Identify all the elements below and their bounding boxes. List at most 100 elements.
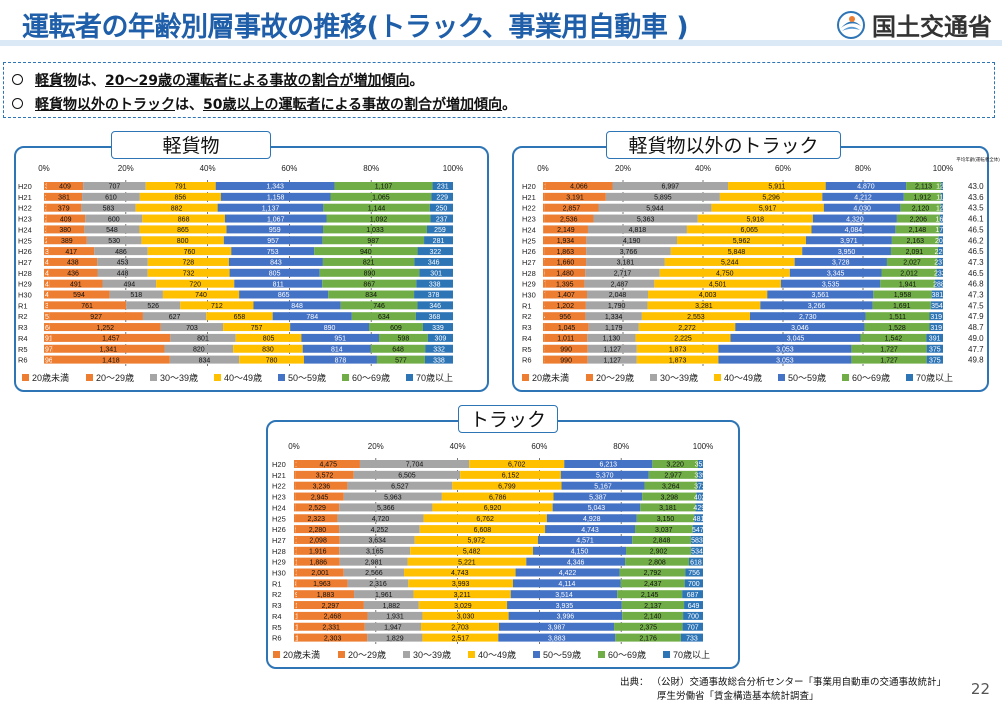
category-label: H29: [522, 280, 536, 289]
avg-age-value: 46.2: [968, 236, 984, 245]
data-label: 4,346: [567, 559, 585, 566]
bar-segment: [81, 203, 136, 212]
data-label: 4,150: [571, 549, 589, 556]
category-label: R2: [522, 312, 532, 321]
data-label: 402: [694, 494, 706, 501]
bar-segment: [626, 546, 692, 555]
data-label: 687: [687, 592, 699, 599]
data-label: 598: [398, 336, 410, 343]
bar-segment: [543, 290, 546, 299]
legend-swatch: [714, 374, 721, 381]
bar-segment: [339, 557, 408, 566]
data-label: 4,870: [857, 184, 875, 191]
data-label: 1,144: [368, 205, 386, 212]
bar-segment: [378, 333, 428, 342]
data-label: 820: [193, 346, 205, 353]
bar-segment: [224, 214, 327, 223]
bar-segment: [937, 247, 943, 256]
bar-segment: [860, 333, 927, 342]
bar-segment: [544, 301, 586, 310]
bar-segment: [929, 323, 943, 332]
data-label: 429: [693, 505, 705, 512]
category-label: H30: [522, 291, 536, 300]
category-label: H30: [18, 291, 32, 300]
bar-segment: [44, 257, 49, 266]
data-label: 5,848: [728, 249, 746, 256]
data-label: 3,572: [316, 473, 334, 480]
bar-segment: [864, 323, 930, 332]
bar-segment: [234, 279, 323, 288]
data-label: 417: [65, 249, 77, 256]
bar-segment: [718, 344, 852, 353]
bar-segment: [367, 633, 423, 642]
data-label: 1,137: [262, 205, 280, 212]
data-label: 1,790: [608, 303, 626, 310]
bar-segment: [44, 247, 49, 256]
data-label: 3,165: [366, 549, 384, 556]
avg-age-value: 46.5: [968, 247, 984, 256]
page-title: 運転者の年齢別層事故の推移(トラック、事業用自動車 ): [22, 12, 689, 43]
bar-segment: [354, 590, 414, 599]
data-label: 3,030: [457, 614, 475, 621]
bar-segment: [364, 622, 422, 631]
bar-segment: [295, 470, 354, 479]
bar-segment: [760, 301, 873, 310]
data-label: 409: [60, 216, 72, 223]
data-label: 990: [560, 357, 572, 364]
data-label: 1,958: [894, 292, 912, 299]
data-label: 3,150: [657, 516, 675, 523]
page-number: 22: [970, 680, 990, 698]
bar-segment: [498, 633, 616, 642]
data-label: 1,542: [885, 336, 903, 343]
category-label: H20: [18, 182, 32, 191]
bar-segment: [339, 546, 411, 555]
bar-segment: [170, 333, 236, 342]
bar-segment: [695, 503, 703, 512]
bar-segment: [654, 279, 781, 288]
data-label: 1,457: [102, 336, 120, 343]
data-label: 634: [378, 314, 390, 321]
bar-segment: [294, 481, 296, 490]
avg-age-value: 43.0: [968, 182, 984, 191]
bar-segment: [586, 257, 665, 266]
bar-segment: [429, 203, 453, 212]
x-tick-label: 100%: [933, 164, 953, 173]
legend-swatch: [214, 374, 221, 381]
bar-segment: [612, 182, 729, 190]
bar-segment: [322, 236, 425, 245]
data-label: 814: [331, 346, 343, 353]
bar-segment: [938, 236, 943, 245]
legend-label: 60〜69歳: [852, 372, 890, 383]
data-label: 2,163: [907, 238, 925, 245]
data-label: 791: [175, 184, 187, 191]
data-label: 53: [45, 314, 53, 321]
data-label: 5,482: [463, 549, 481, 556]
bar-segment: [460, 470, 561, 479]
legend-label: 20〜29歳: [348, 649, 386, 660]
avg-age-value: 49.0: [968, 334, 984, 343]
category-label: H23: [272, 493, 286, 502]
avg-age-value: 47.3: [968, 291, 984, 300]
bar-segment: [414, 257, 453, 266]
data-label: 2,316: [369, 581, 387, 588]
bar-segment: [586, 290, 649, 299]
legend-swatch: [403, 651, 410, 658]
bar-segment: [294, 492, 296, 501]
bar-segment: [226, 225, 324, 234]
data-label: 375: [929, 346, 941, 353]
legend-swatch: [522, 374, 529, 381]
category-label: R5: [272, 623, 282, 632]
bar-segment: [97, 257, 148, 266]
bar-segment: [936, 268, 943, 277]
bar-segment: [543, 301, 545, 310]
category-label: H29: [18, 280, 32, 289]
data-label: 123: [936, 205, 948, 212]
data-label: 339: [694, 473, 706, 480]
bar-segment: [926, 344, 943, 353]
data-label: 956: [559, 314, 571, 321]
data-label: 1,863: [556, 249, 574, 256]
bar-segment: [180, 301, 254, 310]
bar-segment: [351, 312, 416, 321]
bar-segment: [825, 182, 907, 190]
data-label: 4,928: [583, 516, 601, 523]
